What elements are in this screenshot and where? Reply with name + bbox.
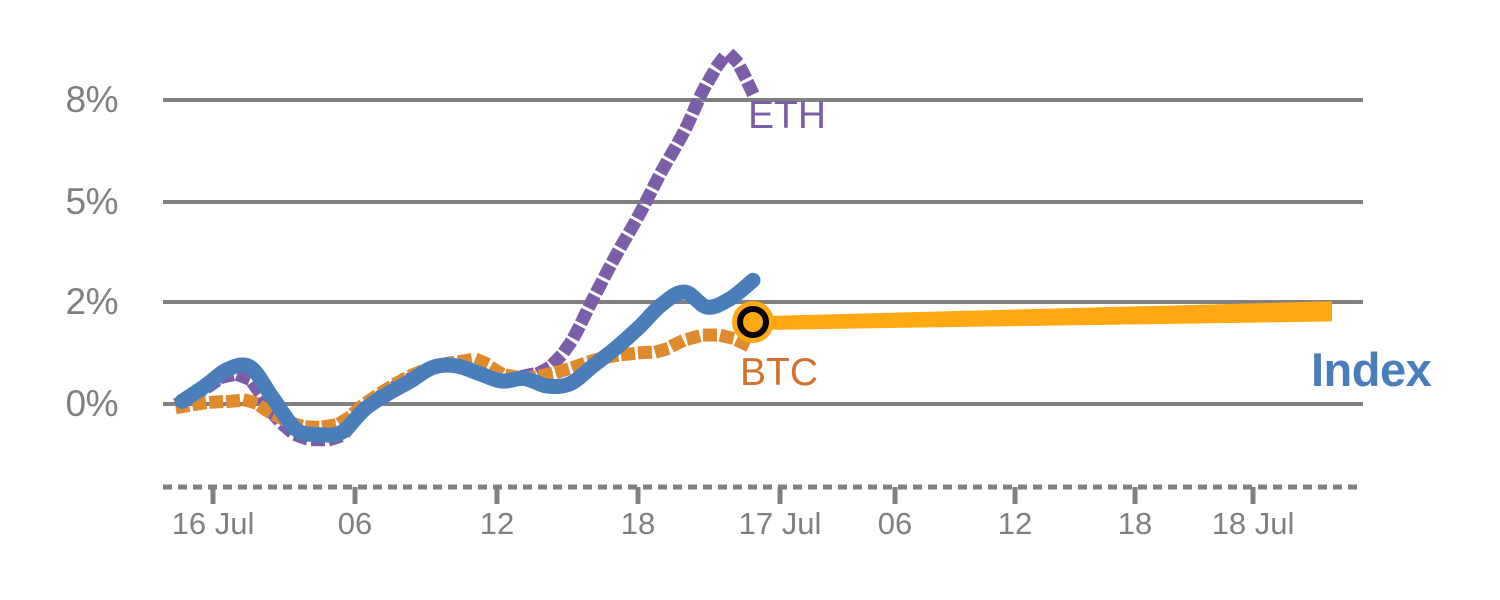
x-tick-label-8: 18 Jul xyxy=(1211,506,1295,541)
x-tick-label-1: 06 xyxy=(337,506,373,541)
series-label-eth: ETH xyxy=(748,94,826,137)
forecast-band xyxy=(753,301,1332,331)
x-tick-label-4: 17 Jul xyxy=(738,506,822,541)
series-btc xyxy=(174,328,762,434)
x-tick-label-6: 12 xyxy=(997,506,1033,541)
y-tick-label-5: 5% xyxy=(65,181,119,222)
series-path-index xyxy=(174,272,761,443)
x-tick-label-2: 12 xyxy=(479,506,515,541)
series-index xyxy=(174,272,761,443)
x-tick-label-0: 16 Jul xyxy=(171,506,255,541)
series-label-index: Index xyxy=(1311,343,1432,396)
y-tick-label-2: 2% xyxy=(65,281,119,322)
x-tick-label-7: 18 xyxy=(1117,506,1153,541)
y-tick-label-8: 8% xyxy=(65,79,119,120)
x-axis-ticks xyxy=(210,487,1256,504)
x-tick-label-5: 06 xyxy=(877,506,913,541)
y-tick-label-0: 0% xyxy=(65,383,119,424)
current-value-marker xyxy=(732,301,774,343)
x-tick-label-3: 18 xyxy=(620,506,656,541)
marker-ring xyxy=(737,306,769,338)
forecast-band-shape xyxy=(753,301,1332,331)
series-path-btc xyxy=(174,328,762,434)
series-label-btc: BTC xyxy=(740,351,818,394)
